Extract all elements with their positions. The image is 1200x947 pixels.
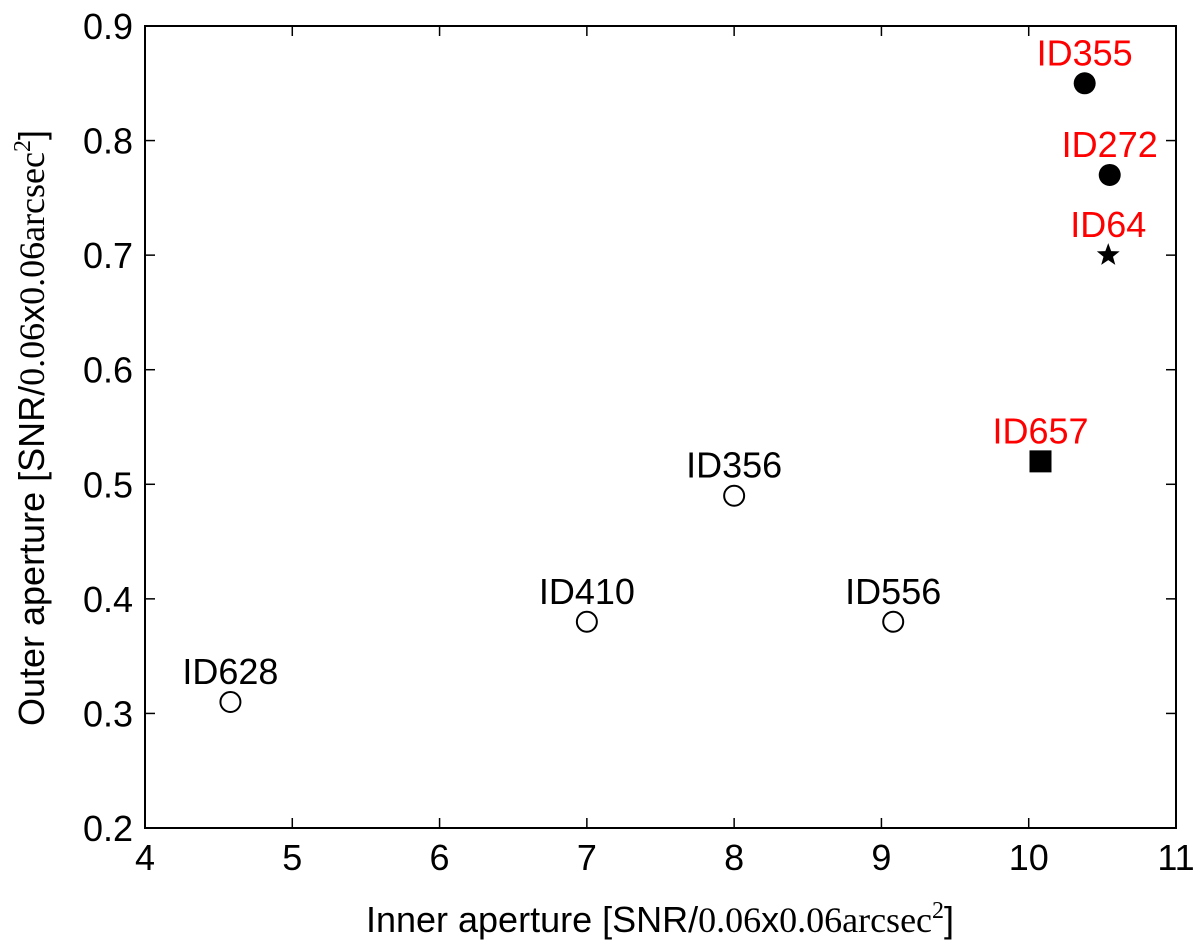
axis-ticks: 4 5 6 7 8 9 10 11 0.2 0.3 0.4 0.5 0.6 0.7 0.8 0.9 [83, 6, 1195, 878]
y-axis-label: Outer aperture [SNR/0.06x0.06arcsec2] [10, 130, 52, 726]
y-tick-label: 0.9 [83, 6, 133, 47]
x-tick-label: 6 [430, 837, 450, 878]
data-point [1073, 72, 1096, 95]
data-point [723, 484, 746, 507]
point-label: ID657 [992, 410, 1088, 451]
y-tick-label: 0.8 [83, 121, 133, 162]
y-tick-label: 0.7 [83, 235, 133, 276]
point-label: ID272 [1062, 124, 1158, 165]
point-label: ID356 [686, 445, 782, 486]
x-tick-label: 11 [1157, 837, 1194, 878]
x-tick-label: 4 [135, 837, 155, 878]
point-label: ID64 [1070, 204, 1146, 245]
data-point [882, 610, 905, 633]
y-tick-label: 0.5 [83, 464, 133, 505]
x-tick-label: 8 [724, 837, 744, 878]
point-label: ID410 [539, 571, 635, 612]
x-tick-label: 10 [1009, 837, 1049, 878]
data-point [1029, 450, 1052, 473]
data-point [1096, 243, 1120, 265]
x-axis-label: Inner aperture [SNR/0.06x0.06arcsec2] [366, 898, 954, 940]
data-point [575, 610, 598, 633]
y-tick-label: 0.4 [83, 579, 133, 620]
y-tick-label: 0.3 [83, 693, 133, 734]
data-point [1098, 163, 1121, 186]
x-tick-label: 9 [871, 837, 891, 878]
point-label: ID628 [182, 651, 278, 692]
x-tick-label: 5 [282, 837, 302, 878]
x-tick-label: 7 [577, 837, 597, 878]
data-point [219, 690, 242, 713]
point-label: ID556 [845, 571, 941, 612]
plot-frame [144, 25, 1177, 829]
data-points: ID628 ID410 ID356 ID556 ID657 ID64 ID272 ID355 [182, 32, 1158, 713]
point-label: ID355 [1037, 32, 1133, 73]
y-tick-label: 0.2 [83, 808, 133, 849]
y-tick-label: 0.6 [83, 350, 133, 391]
